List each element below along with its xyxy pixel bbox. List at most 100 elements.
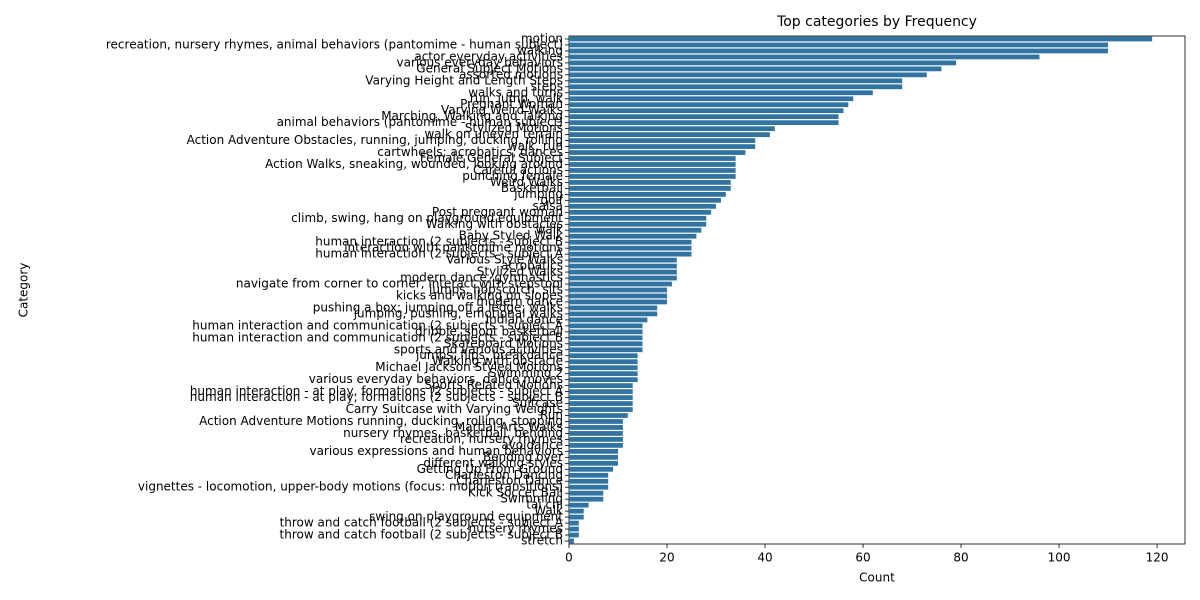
- bar: [569, 293, 668, 299]
- y-tick-label: Careful actions: [473, 163, 563, 177]
- y-tick-label: walks and turns: [468, 85, 563, 99]
- bar: [569, 419, 623, 424]
- bar: [569, 502, 589, 508]
- y-tick-label: dribble, shoot basketball: [415, 324, 563, 338]
- y-tick-label: Baby Styled Walk: [459, 229, 563, 243]
- bar: [569, 353, 638, 359]
- bar: [569, 490, 604, 496]
- bar: [569, 42, 1109, 48]
- y-tick-label: pushing a box; jumping off a ledge; walk…: [313, 300, 563, 314]
- bar: [569, 466, 614, 472]
- y-tick-label: Post pregnant woman: [432, 205, 563, 219]
- y-tick-label: Walk: [534, 504, 563, 518]
- bar: [569, 538, 574, 544]
- bar: [569, 323, 643, 329]
- y-tick-label: various everyday behaviors, dance moves: [309, 372, 563, 386]
- x-axis-label: Count: [859, 571, 895, 585]
- bar: [569, 138, 756, 143]
- y-tick-label: human interaction and communication (2 s…: [192, 318, 564, 332]
- y-tick-label: Marching, Walking and Talking: [381, 109, 563, 123]
- bar: [569, 395, 633, 400]
- y-tick-label: Carry Suitcase with Varying Weights: [346, 402, 563, 416]
- y-tick-label: jumping, pushing, emotional walks: [353, 306, 563, 320]
- x-tick-label: 100: [1048, 551, 1071, 565]
- bar: [569, 425, 623, 430]
- bar: [569, 335, 643, 341]
- bar: [569, 329, 643, 335]
- bar: [569, 108, 844, 114]
- bar: [569, 496, 604, 502]
- y-tick-label: Sports Related Motions: [424, 378, 563, 392]
- y-tick-label: recreation, nursery rhymes, animal behav…: [106, 37, 563, 51]
- bar: [569, 168, 736, 173]
- y-tick-label: cartwheels; acrobatics; dances: [377, 145, 563, 159]
- bar: [569, 114, 839, 120]
- y-tick-label: motion: [521, 31, 563, 45]
- y-tick-label: Swimming: [500, 492, 563, 506]
- y-tick-label: assorted motions: [459, 67, 563, 81]
- bar: [569, 66, 942, 72]
- bar: [569, 341, 643, 347]
- y-tick-label: salsa: [532, 199, 563, 213]
- bar: [569, 442, 623, 448]
- y-tick-label: Martial Arts Walks: [455, 420, 563, 434]
- y-tick-label: animal behaviors (pantomime - human subj…: [277, 115, 563, 129]
- y-tick-label: actor everyday activities: [414, 49, 563, 63]
- bar: [569, 317, 648, 323]
- bar: [569, 245, 692, 251]
- bar: [569, 84, 903, 90]
- y-tick-label: stretch: [521, 534, 563, 548]
- x-tick-label: 0: [565, 551, 573, 565]
- bar: [569, 203, 717, 209]
- y-axis-label: Category: [17, 263, 31, 318]
- x-tick-label: 40: [757, 551, 772, 565]
- bar: [569, 431, 623, 436]
- y-tick-label: Swimming 2: [489, 366, 563, 380]
- bar: [569, 454, 619, 460]
- y-tick-label: various expressions and human behaviors: [309, 444, 563, 458]
- bar: [569, 484, 609, 490]
- bar: [569, 180, 731, 185]
- y-tick-label: Action Walks, sneaking, wounded, looking…: [265, 157, 563, 171]
- bar: [569, 359, 638, 365]
- y-tick-label: walk: [536, 223, 564, 237]
- y-tick-label: modern dance, gymnastics: [400, 271, 563, 285]
- x-tick-label: 20: [659, 551, 674, 565]
- y-tick-label: throw and catch football (2 subjects - s…: [280, 528, 563, 542]
- bar: [569, 401, 633, 406]
- y-tick-label: interaction with pantomime motions: [344, 241, 563, 255]
- x-tick-label: 80: [953, 551, 968, 565]
- bar: [569, 413, 628, 418]
- bar: [569, 275, 677, 281]
- bar: [569, 209, 712, 215]
- y-tick-label: Suitcase: [512, 396, 563, 410]
- bar: [569, 514, 584, 520]
- bar: [569, 54, 1040, 60]
- bar: [569, 156, 736, 161]
- y-tick-label: General Subject Motions: [416, 61, 563, 75]
- y-tick-label: Run: [540, 408, 563, 422]
- y-tick-label: Action Adventure Motions running, duckin…: [199, 414, 563, 428]
- bar: [569, 526, 579, 532]
- bar: [569, 197, 721, 203]
- bar: [569, 233, 697, 239]
- y-tick-label: tai chi: [526, 498, 563, 512]
- y-tick-label: steps: [531, 79, 563, 93]
- y-tick-label: human interaction and communication (2 s…: [192, 330, 563, 344]
- y-tick-label: Weird Walks: [490, 175, 563, 189]
- bar: [569, 227, 702, 233]
- bar: [569, 299, 668, 305]
- bar: [569, 126, 775, 132]
- bar: [569, 257, 677, 263]
- y-tick-label: jumps, flips, breakdance: [415, 348, 563, 362]
- chart-title: Top categories by Frequency: [776, 14, 977, 30]
- y-tick-label: Kick Soccer Ball: [468, 486, 563, 500]
- y-tick-label: acrobatics: [501, 259, 563, 273]
- y-tick-label: recreation, nursery rhymes: [400, 432, 563, 446]
- bar: [569, 251, 692, 257]
- bar: [569, 347, 643, 353]
- bar: [569, 144, 756, 149]
- bar: [569, 269, 677, 275]
- bar: [569, 383, 633, 389]
